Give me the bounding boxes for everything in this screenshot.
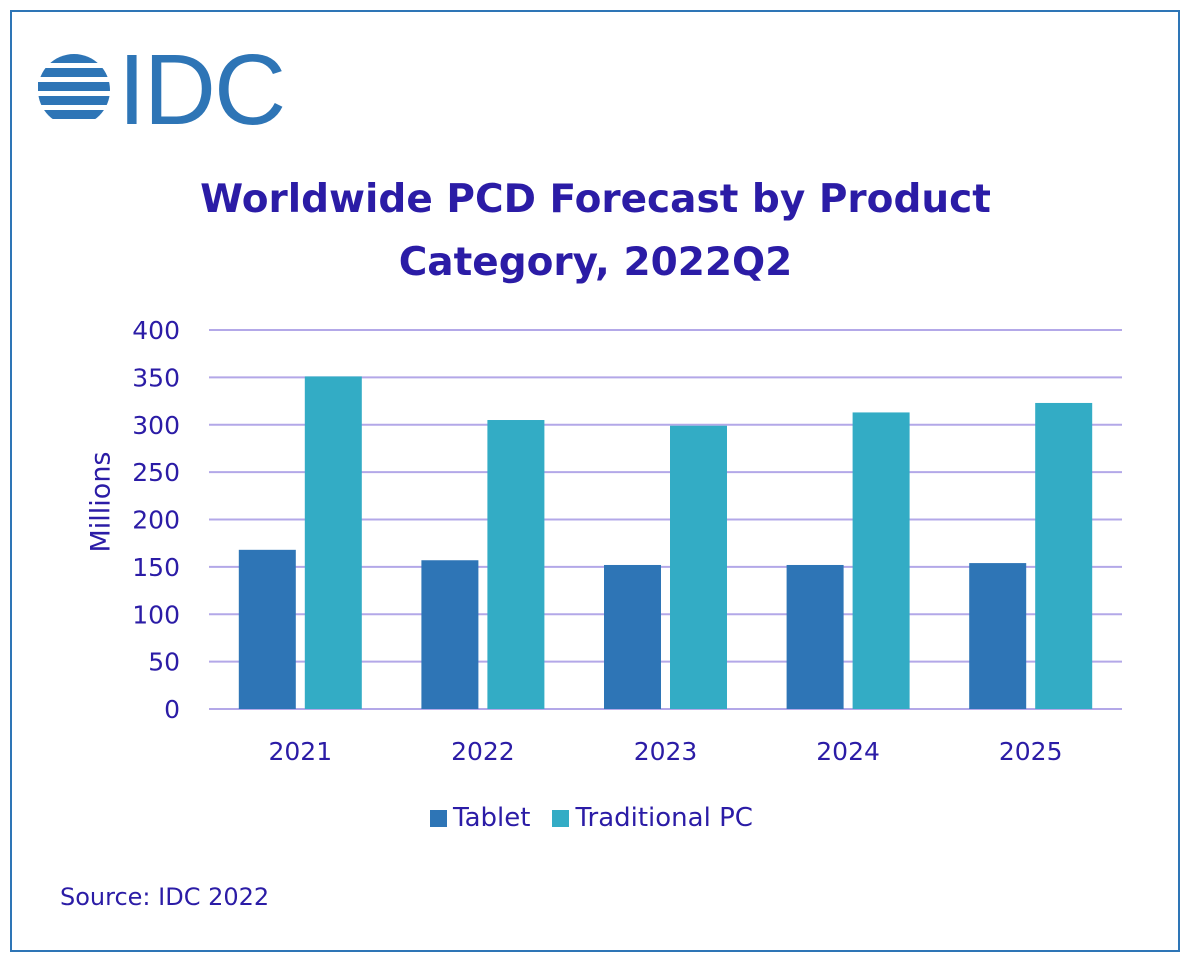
legend-label-tablet: Tablet: [453, 803, 531, 833]
y-tick-label: 0: [164, 695, 180, 724]
source-note: Source: IDC 2022: [60, 883, 270, 911]
legend: Tablet Traditional PC: [430, 803, 775, 833]
x-tick-label: 2021: [268, 737, 332, 766]
y-tick-label: 200: [132, 506, 180, 535]
y-tick-label: 100: [132, 600, 180, 629]
bar-tablet-2025: [969, 563, 1027, 709]
idc-logo: IDC: [38, 40, 288, 140]
chart-title-line-1: Worldwide PCD Forecast by Product: [200, 177, 991, 222]
y-tick-label: 350: [132, 363, 180, 392]
bar-traditional-pc-2024: [852, 412, 910, 709]
idc-logo-globe-icon: [38, 54, 110, 119]
y-tick-label: 250: [132, 458, 180, 487]
x-tick-label: 2024: [816, 737, 880, 766]
y-tick-label: 50: [148, 648, 180, 677]
y-tick-label: 150: [132, 553, 180, 582]
bar-tablet-2021: [238, 549, 296, 709]
legend-label-traditional-pc: Traditional PC: [575, 803, 753, 833]
bar-traditional-pc-2021: [304, 376, 362, 709]
x-tick-label: 2025: [999, 737, 1063, 766]
legend-item-tablet: Tablet: [430, 803, 530, 833]
bar-traditional-pc-2022: [487, 420, 545, 709]
bar-traditional-pc-2023: [670, 425, 727, 709]
y-tick-labels: 0 50 100 150 200 250 300 350 400: [132, 316, 180, 724]
bar-tablet-2024: [786, 564, 844, 709]
chart-title-line-2: Category, 2022Q2: [398, 240, 793, 285]
x-tick-label: 2022: [451, 737, 515, 766]
bars: [238, 376, 1093, 709]
bar-tablet-2022: [421, 560, 479, 709]
legend-item-traditional-pc: Traditional PC: [552, 803, 753, 833]
legend-swatch-traditional-pc: [552, 809, 570, 827]
y-tick-label: 300: [132, 411, 180, 440]
idc-logo-text: IDC: [118, 34, 286, 146]
bar-tablet-2023: [604, 564, 661, 709]
legend-swatch-tablet: [430, 809, 447, 827]
x-tick-label: 2023: [634, 737, 698, 766]
bar-traditional-pc-2025: [1035, 402, 1093, 709]
x-tick-labels: 2021 2022 2023 2024 2025: [268, 737, 1062, 766]
chart-frame: [10, 10, 1180, 952]
y-tick-label: 400: [132, 316, 180, 345]
